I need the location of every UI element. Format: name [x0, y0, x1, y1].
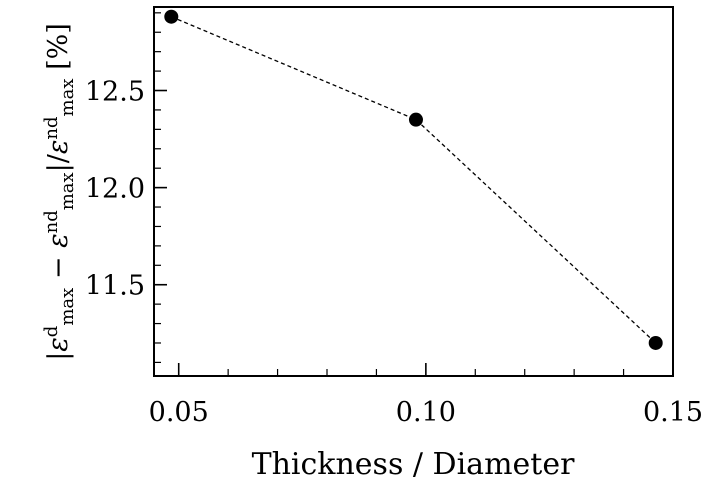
- series-lines: [171, 16, 657, 344]
- y-axis-epsilon-d: ε: [42, 337, 74, 352]
- y-axis-sub-1: max: [57, 287, 79, 326]
- x-tick-label: 0.05: [149, 397, 209, 428]
- plot-frame: [153, 6, 674, 377]
- data-point: [408, 112, 423, 127]
- y-axis-sup-nd-1: nd: [40, 210, 62, 234]
- x-tick-labels: 0.05 0.10 0.15: [149, 397, 703, 428]
- y-axis-title: |εdmax − εndmax|/εndmax [%]: [40, 23, 79, 361]
- y-axis-minus: −: [42, 256, 74, 280]
- y-ticks: [154, 12, 167, 364]
- series-line: [171, 16, 657, 344]
- y-tick-label: 12.5: [85, 77, 145, 108]
- y-axis-sup-nd-2: nd: [40, 116, 62, 140]
- y-axis-epsilon-nd-1: ε: [42, 233, 74, 248]
- y-tick-label: 12.0: [85, 174, 145, 205]
- y-axis-epsilon-nd-2: ε: [42, 139, 74, 155]
- y-tick-label: 11.5: [85, 271, 145, 302]
- x-ticks: [177, 363, 674, 376]
- data-point: [648, 335, 663, 350]
- y-axis-sub-2: max: [57, 172, 79, 211]
- y-tick-labels: 11.5 12.0 12.5: [85, 77, 145, 302]
- y-axis-bar-right: |: [42, 163, 74, 173]
- x-axis-title: Thickness / Diameter: [252, 447, 575, 482]
- y-axis-unit: [%]: [42, 23, 74, 70]
- y-axis-slash: /: [42, 154, 74, 164]
- y-axis-sup-d: d: [40, 325, 62, 338]
- x-tick-label: 0.15: [643, 397, 703, 428]
- data-point: [164, 9, 179, 24]
- y-axis-bar-left: |: [42, 351, 74, 361]
- series-points: [164, 9, 663, 350]
- x-tick-label: 0.10: [396, 397, 456, 428]
- y-axis-sub-3: max: [57, 78, 79, 117]
